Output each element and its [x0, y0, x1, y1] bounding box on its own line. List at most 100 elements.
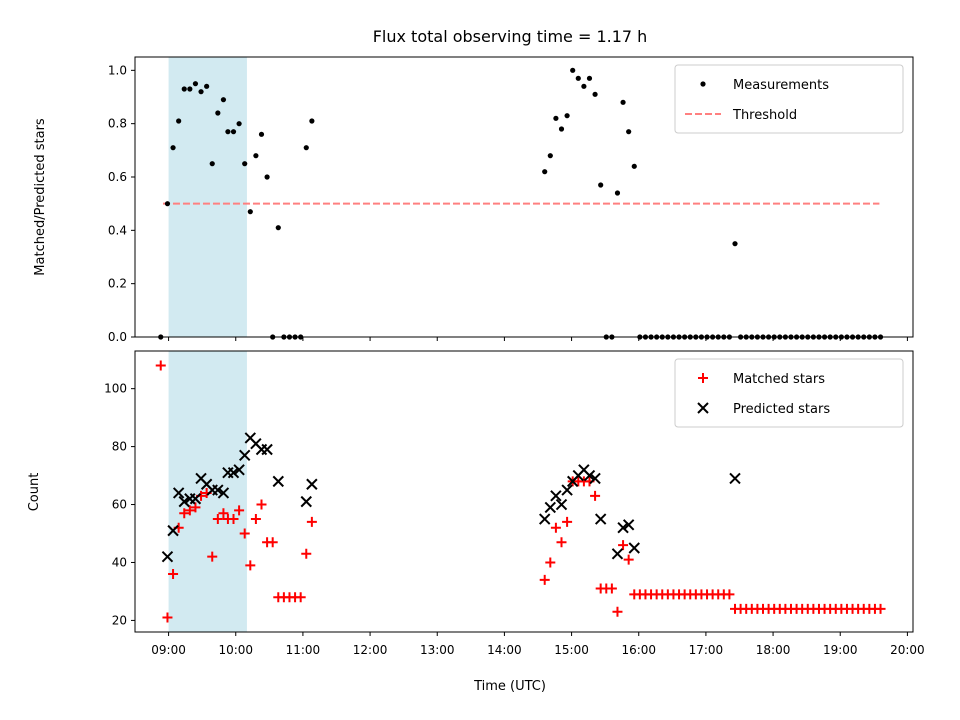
y-tick-label: 0.8: [108, 117, 127, 131]
measurement-point: [242, 161, 248, 167]
matched-star-point: [612, 606, 623, 617]
y-tick-label: 1.0: [108, 63, 127, 77]
y-tick-label: 20: [112, 613, 127, 627]
y-tick-label: 0.0: [108, 330, 127, 344]
measurement-point: [198, 89, 204, 95]
legend-predicted-marker: [697, 402, 709, 414]
y-tick-label: 80: [112, 440, 127, 454]
predicted-star-point: [172, 487, 185, 499]
matched-star-point: [724, 589, 735, 600]
y-tick-label: 100: [104, 382, 127, 396]
measurement-point: [547, 153, 553, 159]
x-tick-label: 16:00: [621, 643, 656, 657]
matched-star-point: [623, 554, 634, 565]
axes-frame: [134, 56, 914, 338]
y-tick-label: 0.6: [108, 170, 127, 184]
matched-star-point: [184, 505, 195, 516]
matched-star-point: [301, 548, 312, 559]
measurement-point: [220, 97, 227, 103]
matched-star-point: [590, 490, 601, 501]
measurement-point: [187, 86, 193, 92]
measurement-point: [626, 129, 632, 135]
measurement-point: [620, 99, 626, 105]
y-tick-label: 60: [112, 498, 127, 512]
legend-box: [674, 64, 904, 134]
predicted-star-point: [561, 484, 573, 496]
matched-star-point: [267, 537, 278, 548]
measurement-point: [309, 118, 315, 124]
predicted-star-point: [167, 524, 179, 537]
predicted-star-point: [550, 490, 562, 502]
matched-star-point: [556, 537, 567, 548]
legend-measurement-marker: [700, 81, 706, 87]
x-tick-label: 14:00: [487, 643, 522, 657]
measurement-point: [586, 75, 593, 81]
measurement-point: [204, 83, 210, 89]
shaded-interval: [168, 57, 247, 337]
matched-star-point: [295, 592, 306, 603]
predicted-star-point: [622, 519, 635, 531]
predicted-star-point: [227, 466, 240, 479]
measurement-point: [181, 86, 187, 92]
measurement-point: [542, 169, 548, 175]
predicted-star-point: [212, 484, 224, 496]
measurement-point: [614, 190, 621, 196]
x-axis-label: Time (UTC): [473, 679, 546, 694]
measurement-point: [558, 126, 565, 132]
matched-star-point: [207, 551, 218, 562]
predicted-star-point: [217, 487, 230, 499]
measurement-point: [192, 81, 199, 87]
top-y-axis-label: Matched/Predicted stars: [33, 118, 48, 276]
legend-label: Threshold: [732, 108, 797, 123]
matched-star-point: [562, 516, 573, 527]
measurement-point: [581, 83, 587, 89]
predicted-star-point: [583, 469, 596, 482]
measurement-point: [170, 145, 176, 151]
measurement-point: [275, 225, 281, 231]
predicted-star-point: [233, 464, 245, 476]
x-tick-label: 15:00: [554, 643, 589, 657]
predicted-star-point: [594, 513, 607, 525]
measurement-point: [230, 129, 237, 135]
matched-star-point: [179, 508, 190, 519]
predicted-star-point: [261, 443, 273, 456]
measurement-point: [564, 113, 570, 119]
x-tick-label: 18:00: [756, 643, 791, 657]
predicted-star-point: [178, 495, 190, 508]
matched-star-point: [212, 514, 223, 525]
predicted-star-point: [539, 513, 551, 525]
legend-matched-marker: [698, 373, 708, 383]
measurement-point: [236, 121, 242, 127]
predicted-star-point: [306, 478, 318, 490]
measurement-point: [176, 118, 182, 124]
matched-star-point: [545, 557, 556, 568]
predicted-star-point: [272, 475, 284, 488]
x-tick-label: 10:00: [218, 643, 253, 657]
bottom-y-axis-label: Count: [27, 473, 42, 512]
measurement-point: [303, 145, 309, 151]
matched-star-point: [168, 569, 179, 580]
matched-star-point: [875, 603, 886, 614]
matched-star-point: [155, 360, 166, 371]
matched-star-point: [539, 574, 550, 585]
matched-star-point: [234, 505, 245, 516]
matched-star-point: [239, 528, 250, 539]
x-tick-label: 13:00: [420, 643, 455, 657]
measurement-point: [258, 131, 265, 137]
measurement-point: [215, 110, 221, 116]
y-tick-label: 0.4: [108, 223, 127, 237]
predicted-star-point: [628, 542, 640, 554]
predicted-star-point: [161, 550, 174, 563]
shaded-interval: [168, 351, 247, 632]
measurement-point: [225, 129, 231, 135]
predicted-star-point: [617, 522, 629, 534]
measurement-point: [575, 75, 581, 81]
measurement-point: [253, 153, 259, 159]
legend-label: Predicted stars: [733, 402, 830, 417]
matched-star-point: [162, 612, 173, 623]
matched-star-point: [228, 514, 239, 525]
x-tick-label: 20:00: [890, 643, 925, 657]
predicted-star-point: [300, 495, 312, 508]
legend-label: Measurements: [733, 78, 829, 93]
